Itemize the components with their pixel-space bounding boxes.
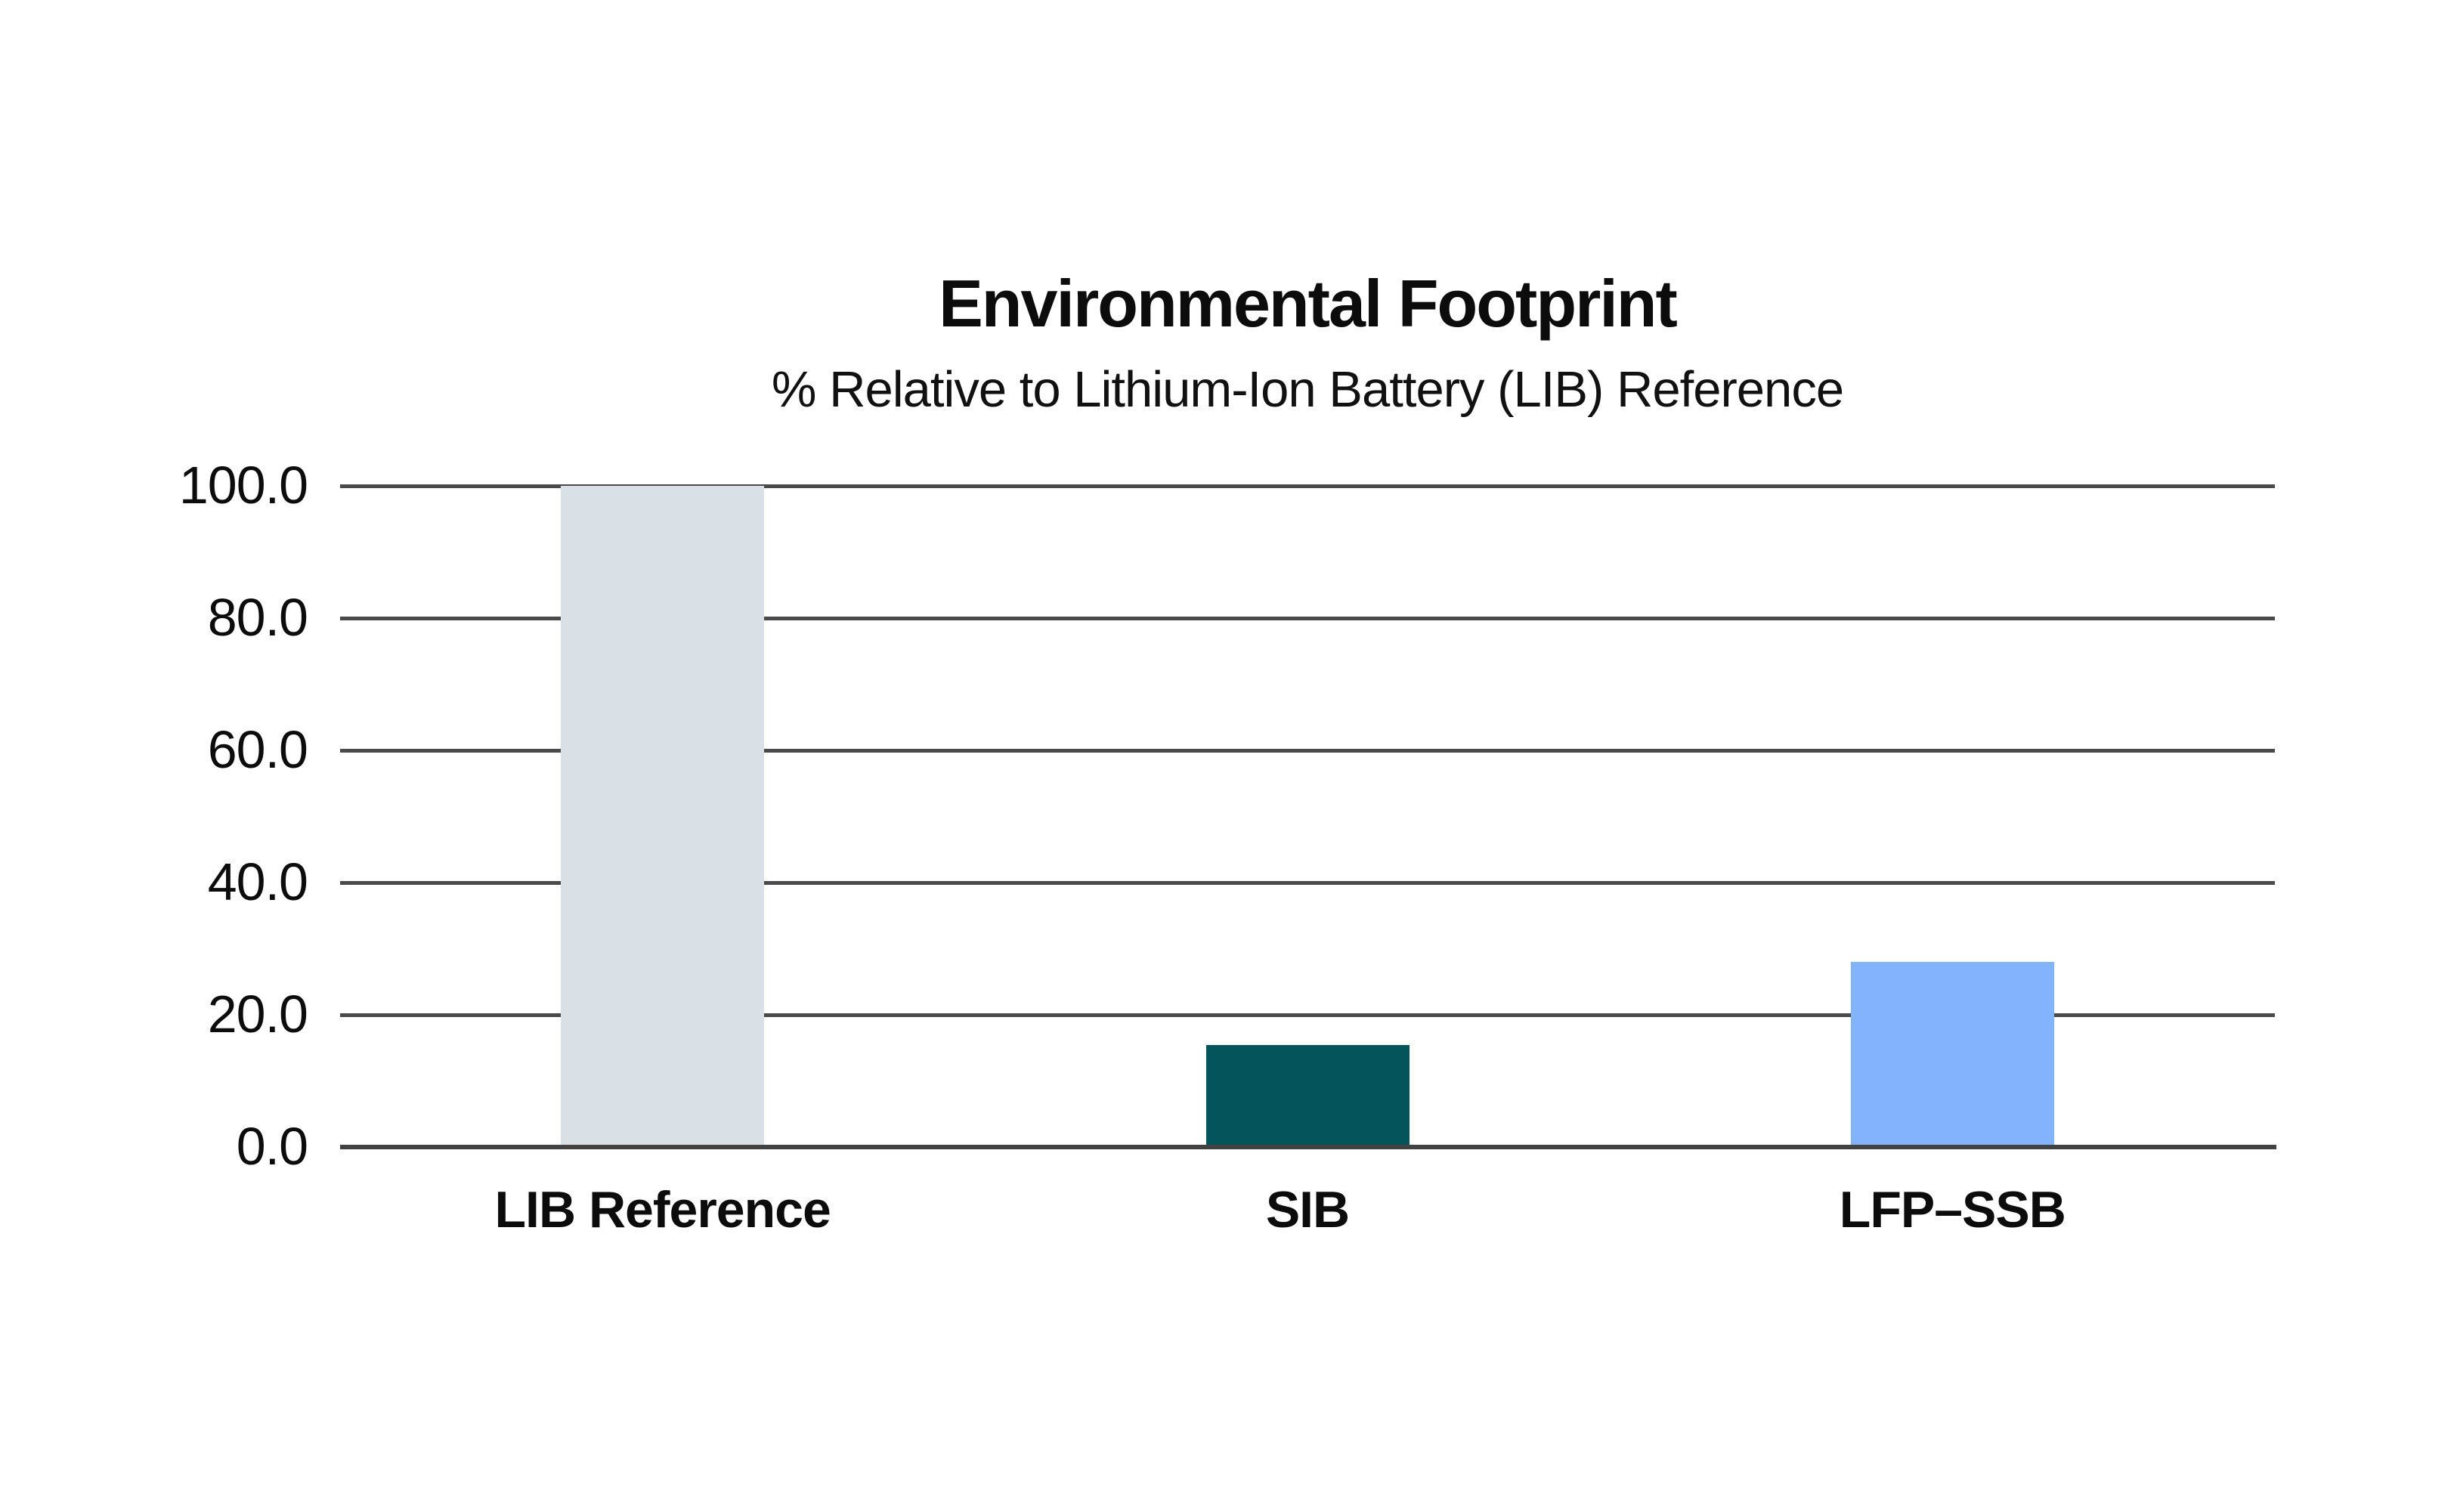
chart-subtitle: % Relative to Lithium-Ion Battery (LIB) …: [771, 361, 1844, 418]
y-tick-label-100: 100.0: [178, 456, 308, 515]
chart-title: Environmental Footprint: [939, 266, 1678, 341]
gridline-y-60: [340, 748, 2275, 753]
y-tick-label-0: 0.0: [236, 1117, 308, 1176]
x-axis-baseline: [340, 1145, 2276, 1149]
x-category-label-lib-reference: LIB Reference: [494, 1181, 831, 1238]
bar-lib-reference: [561, 486, 765, 1147]
gridline-y-20: [340, 1013, 2275, 1017]
y-tick-label-40: 40.0: [207, 852, 308, 911]
x-category-label-lfp-ssb: LFP–SSB: [1839, 1181, 2066, 1238]
gridline-y-40: [340, 880, 2275, 885]
bar-sib: [1205, 1045, 1410, 1147]
y-tick-label-80: 80.0: [207, 588, 308, 647]
y-tick-label-20: 20.0: [207, 985, 308, 1044]
x-category-label-sib: SIB: [1265, 1181, 1350, 1238]
gridline-y-80: [340, 616, 2275, 620]
bar-lfp-ssb: [1850, 962, 2054, 1147]
y-tick-label-60: 60.0: [207, 720, 308, 779]
gridline-y-100: [340, 484, 2275, 488]
